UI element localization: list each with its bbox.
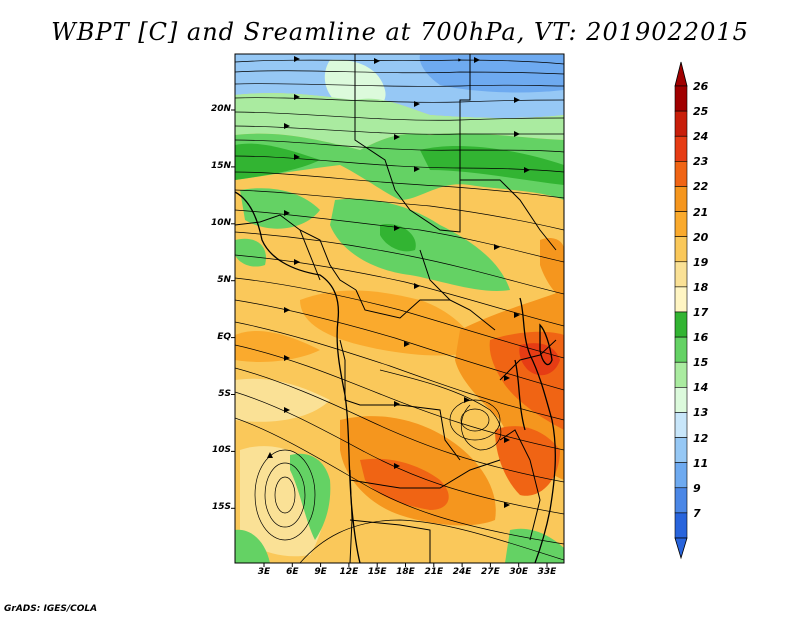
- lon-tick-label: 12E: [339, 567, 359, 577]
- colorbar-label: 12: [693, 431, 709, 445]
- colorbar-label: 18: [693, 280, 709, 294]
- colorbar-segment: [674, 361, 688, 388]
- colorbar-segment: [674, 437, 688, 463]
- colorbar-label: 22: [693, 180, 709, 194]
- colorbar-segment: [674, 186, 688, 212]
- grads-credit: GrADS: IGES/COLA: [4, 604, 98, 614]
- colorbar-label: 9: [693, 481, 701, 495]
- colorbar-segment: [674, 261, 688, 288]
- colorbar-segment: [674, 161, 688, 187]
- colorbar-segment: [674, 311, 688, 338]
- colorbar-segment: [674, 135, 688, 162]
- country-borders: [235, 54, 557, 563]
- colorbar-label: 14: [693, 381, 709, 395]
- colorbar-segment: [674, 286, 688, 313]
- lat-tick-label: 5S: [218, 388, 231, 399]
- colorbar-segment: [674, 110, 688, 137]
- colorbar-segment: [674, 412, 688, 438]
- lon-tick-label: 24E: [452, 567, 472, 577]
- colorbar-top-cap: [674, 61, 688, 87]
- colorbar-label: 20: [693, 230, 709, 244]
- colorbar-label: 19: [693, 255, 709, 269]
- colorbar-label: 7: [693, 506, 701, 520]
- lat-tick-label: 15S: [211, 502, 231, 513]
- lon-tick-label: 6E: [286, 567, 299, 577]
- colorbar-segment: [674, 387, 688, 413]
- colorbar-segment: [674, 336, 688, 363]
- colorbar-segment: [674, 85, 688, 112]
- lon-tick-label: 30E: [509, 567, 529, 577]
- lon-tick-label: 27E: [481, 567, 500, 577]
- map-title: WBPT [C] and Sreamline at 700hPa, VT: 20…: [51, 18, 749, 46]
- map-frame: [234, 53, 565, 564]
- colorbar-label: 25: [693, 105, 709, 119]
- colorbar-segment: [674, 211, 688, 237]
- colorbar: [674, 61, 688, 560]
- lat-tick-label: EQ: [217, 331, 231, 342]
- colorbar-label: 17: [693, 306, 709, 319]
- lat-tick-label: 10S: [211, 445, 231, 456]
- colorbar-segment: [674, 487, 688, 514]
- colorbar-bottom-cap: [674, 537, 688, 560]
- colorbar-label: 15: [693, 356, 709, 370]
- colorbar-segment: [674, 462, 688, 489]
- colorbar-label: 16: [693, 331, 709, 345]
- lon-tick-label: 18E: [396, 567, 415, 577]
- lon-tick-label: 21E: [424, 567, 444, 577]
- colorbar-label: 13: [693, 406, 709, 420]
- colorbar-label: 26: [693, 80, 709, 93]
- colorbar-label: 11: [693, 456, 709, 470]
- colorbar-label: 23: [693, 155, 709, 169]
- lon-tick-label: 3E: [257, 567, 271, 577]
- colorbar-label: 21: [693, 205, 709, 219]
- lat-tick-label: 5N: [217, 274, 231, 285]
- lat-tick-label: 10N: [210, 217, 231, 228]
- streamline-arrows: [267, 56, 530, 508]
- lon-tick-label: 15E: [367, 567, 387, 577]
- coastline: [235, 191, 556, 563]
- colorbar-segment: [674, 236, 688, 263]
- lon-tick-label: 33E: [537, 567, 557, 577]
- lat-tick-label: 20N: [210, 104, 231, 114]
- colorbar-label: 24: [693, 130, 709, 144]
- lat-tick-label: 15N: [210, 160, 231, 171]
- lon-tick-label: 9E: [314, 567, 327, 577]
- colorbar-segment: [674, 512, 688, 539]
